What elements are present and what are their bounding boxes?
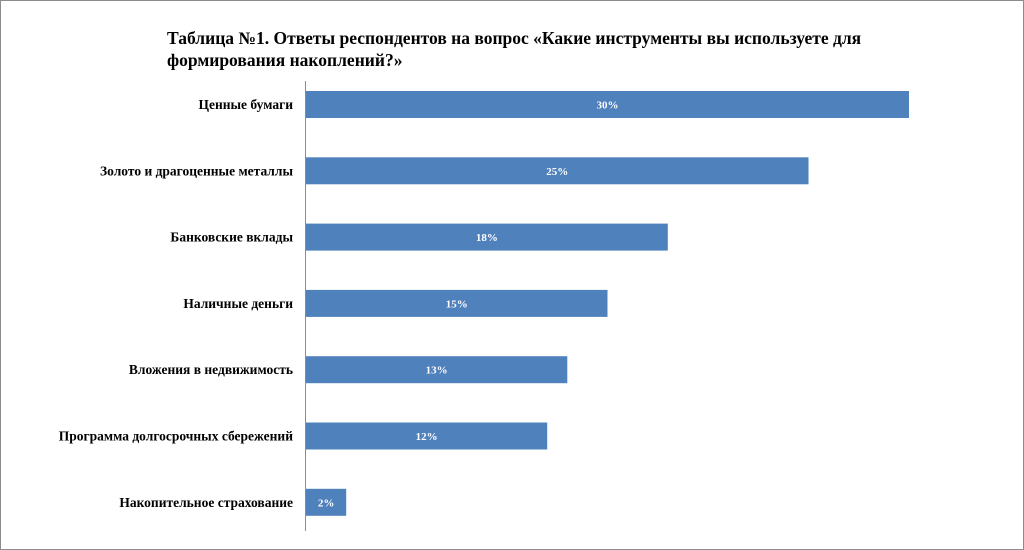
bar xyxy=(306,223,668,251)
category-label: Программа долгосрочных сбережений xyxy=(59,429,293,444)
data-label: 30% xyxy=(597,100,619,112)
chart-title: Таблица №1. Ответы респондентов на вопро… xyxy=(167,28,862,70)
data-label: 15% xyxy=(446,298,468,310)
bar xyxy=(306,289,608,317)
category-label: Накопительное страхование xyxy=(119,495,293,510)
data-label: 25% xyxy=(546,166,568,178)
data-label: 12% xyxy=(416,431,438,443)
bar xyxy=(306,488,347,516)
bar xyxy=(306,157,809,185)
bar xyxy=(306,356,568,384)
bar xyxy=(306,91,909,118)
category-label: Банковские вклады xyxy=(170,230,293,245)
bar xyxy=(306,422,548,450)
data-label: 13% xyxy=(426,365,448,377)
category-label: Вложения в недвижимость xyxy=(129,362,293,377)
category-label: Наличные деньги xyxy=(183,296,293,311)
data-label: 2% xyxy=(318,497,335,509)
category-label: Золото и драгоценные металлы xyxy=(100,163,293,178)
data-label: 18% xyxy=(476,232,498,244)
category-label: Ценные бумаги xyxy=(198,97,293,112)
